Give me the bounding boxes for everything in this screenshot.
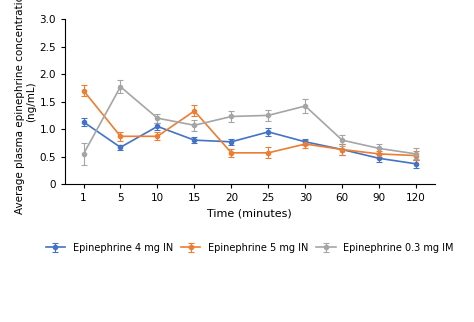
Y-axis label: Average plasma epinephrine concentration
(ng/mL): Average plasma epinephrine concentration… — [15, 0, 36, 214]
X-axis label: Time (minutes): Time (minutes) — [208, 209, 292, 219]
Legend: Epinephrine 4 mg IN, Epinephrine 5 mg IN, Epinephrine 0.3 mg IM: Epinephrine 4 mg IN, Epinephrine 5 mg IN… — [42, 239, 458, 256]
